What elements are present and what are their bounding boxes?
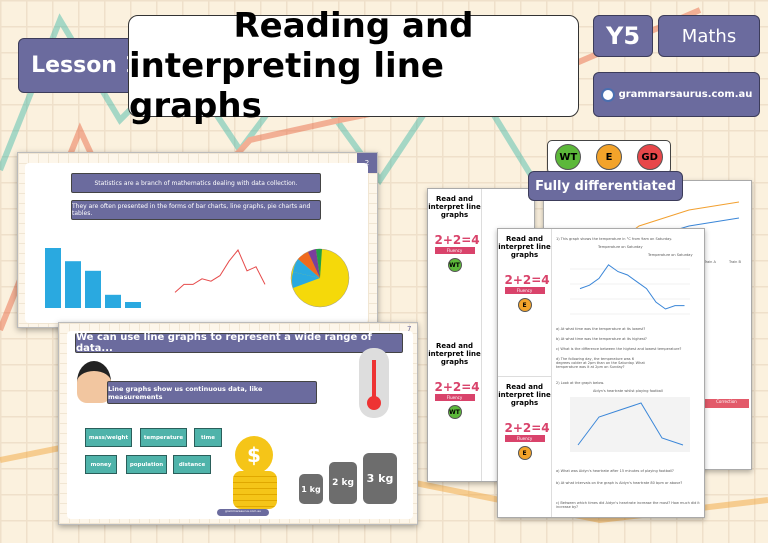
- coin-stack-icon: $: [235, 436, 273, 474]
- legend-train-a: Train A: [704, 260, 716, 264]
- sheet-title: Read and interpret line graphs: [498, 383, 551, 407]
- fluency-eq: 2+2=4: [504, 421, 550, 435]
- worksheet-front: Read and interpret line graphs 2+2=4 Fluen…: [497, 228, 705, 518]
- level-e-icon: E: [595, 144, 622, 170]
- slide-charts: [45, 248, 350, 308]
- tag-mass-weight: mass/weight: [85, 428, 132, 447]
- weight-2kg-icon: 2 kg: [329, 462, 357, 504]
- differentiation-badges: WT E GD: [547, 140, 671, 174]
- level-wt-icon: WT: [555, 144, 582, 170]
- slide-content: Statistics are a branch of mathematics d…: [25, 163, 368, 323]
- tag-time: time: [194, 428, 222, 447]
- level-gd-icon: GD: [636, 144, 663, 170]
- q1-intro: 1) This graph shows the temperature in °…: [556, 237, 672, 241]
- sheet-title: Read and interpret line graphs: [498, 235, 551, 259]
- bar-1: [65, 261, 81, 308]
- weight-1kg-icon: 1 kg: [299, 474, 323, 504]
- slide-content: We can use line graphs to represent a wi…: [67, 325, 413, 519]
- coins-icon: [233, 471, 277, 509]
- q1a: a) At what time was the temperature at i…: [556, 327, 646, 331]
- level-e-icon: E: [517, 298, 532, 312]
- q1b: b) At what time was the temperature at i…: [556, 337, 647, 341]
- presentation-band: They are often presented in the forms of…: [71, 200, 321, 220]
- sheet-title: Read and interpret line graphs: [428, 342, 481, 366]
- mini-line-chart: [174, 249, 266, 293]
- slide-preview-2: 2 Statistics are a branch of mathematics…: [17, 152, 378, 328]
- slide-number: 7: [407, 325, 412, 333]
- fluency-label: Fluency: [434, 247, 475, 254]
- title-line-1: Reading and: [233, 6, 474, 46]
- mini-bar-chart: [45, 248, 141, 308]
- bar-2: [85, 270, 101, 308]
- bar-3: [105, 294, 121, 308]
- q2a: a) What was Aidyn's heartrate after 15 m…: [556, 469, 674, 473]
- sheet-title: Read and interpret line graphs: [428, 195, 481, 219]
- slide-heading: We can use line graphs to represent a wi…: [75, 332, 403, 354]
- page-title: Reading and interpreting line graphs: [128, 6, 579, 126]
- title-line-2: interpreting line graphs: [129, 46, 444, 126]
- temperature-chart: [570, 264, 690, 315]
- q1-legend: Temperature on Saturday: [648, 253, 693, 257]
- teacher-avatar: [77, 361, 111, 403]
- callout-band: Line graphs show us continuous data, lik…: [107, 381, 317, 404]
- table-header: Correction: [704, 399, 749, 408]
- tag-distance: distance: [173, 455, 211, 474]
- brand-url: grammarsaurus.com.au: [618, 89, 753, 100]
- slide-preview-7: We can use line graphs to represent a wi…: [58, 322, 418, 525]
- tag-money: money: [85, 455, 117, 474]
- q2c: c) Between which times did Aidyn's heart…: [556, 501, 700, 509]
- heartrate-chart: [570, 397, 690, 452]
- grammarsaurus-logo-icon: [600, 87, 615, 102]
- level-e-icon: E: [517, 446, 532, 460]
- tag-temperature: temperature: [140, 428, 187, 447]
- mini-pie-chart: [290, 248, 350, 308]
- thermometer-icon: [359, 348, 389, 418]
- bar-4: [125, 302, 141, 308]
- q2b: b) At what intervals on the graph is Aid…: [556, 481, 683, 485]
- q1-chart-title: Temperature on Saturday: [598, 245, 643, 249]
- statistics-band: Statistics are a branch of mathematics d…: [71, 173, 321, 193]
- q1c: c) What is the difference between the hi…: [556, 347, 682, 351]
- fluency-eq: 2+2=4: [434, 380, 480, 394]
- fluency-label: Fluency: [504, 435, 545, 442]
- fully-differentiated-label: Fully differentiated: [528, 171, 683, 201]
- year-badge: Y5: [593, 15, 653, 57]
- tag-population: population: [126, 455, 167, 474]
- level-wt-icon: WT: [447, 258, 462, 272]
- legend-train-b: Train B: [729, 260, 741, 264]
- fluency-label: Fluency: [504, 287, 545, 294]
- subject-badge: Maths: [658, 15, 760, 57]
- q2-intro: 2) Look at the graph below.: [556, 381, 605, 385]
- fluency-label: Fluency: [434, 394, 475, 401]
- q2-chart-title: Aidyn's heartrate whilst playing footbal…: [593, 389, 663, 393]
- weight-3kg-icon: 3 kg: [363, 453, 397, 504]
- fluency-eq: 2+2=4: [504, 273, 550, 287]
- bar-0: [45, 248, 61, 308]
- brand-badge[interactable]: grammarsaurus.com.au: [593, 72, 760, 117]
- slide-footer-brand: grammarsaurus.com.au: [217, 509, 269, 516]
- q1d: d) The following day, the temperature wa…: [556, 357, 645, 369]
- level-wt-icon: WT: [447, 405, 462, 419]
- fluency-eq: 2+2=4: [434, 233, 480, 247]
